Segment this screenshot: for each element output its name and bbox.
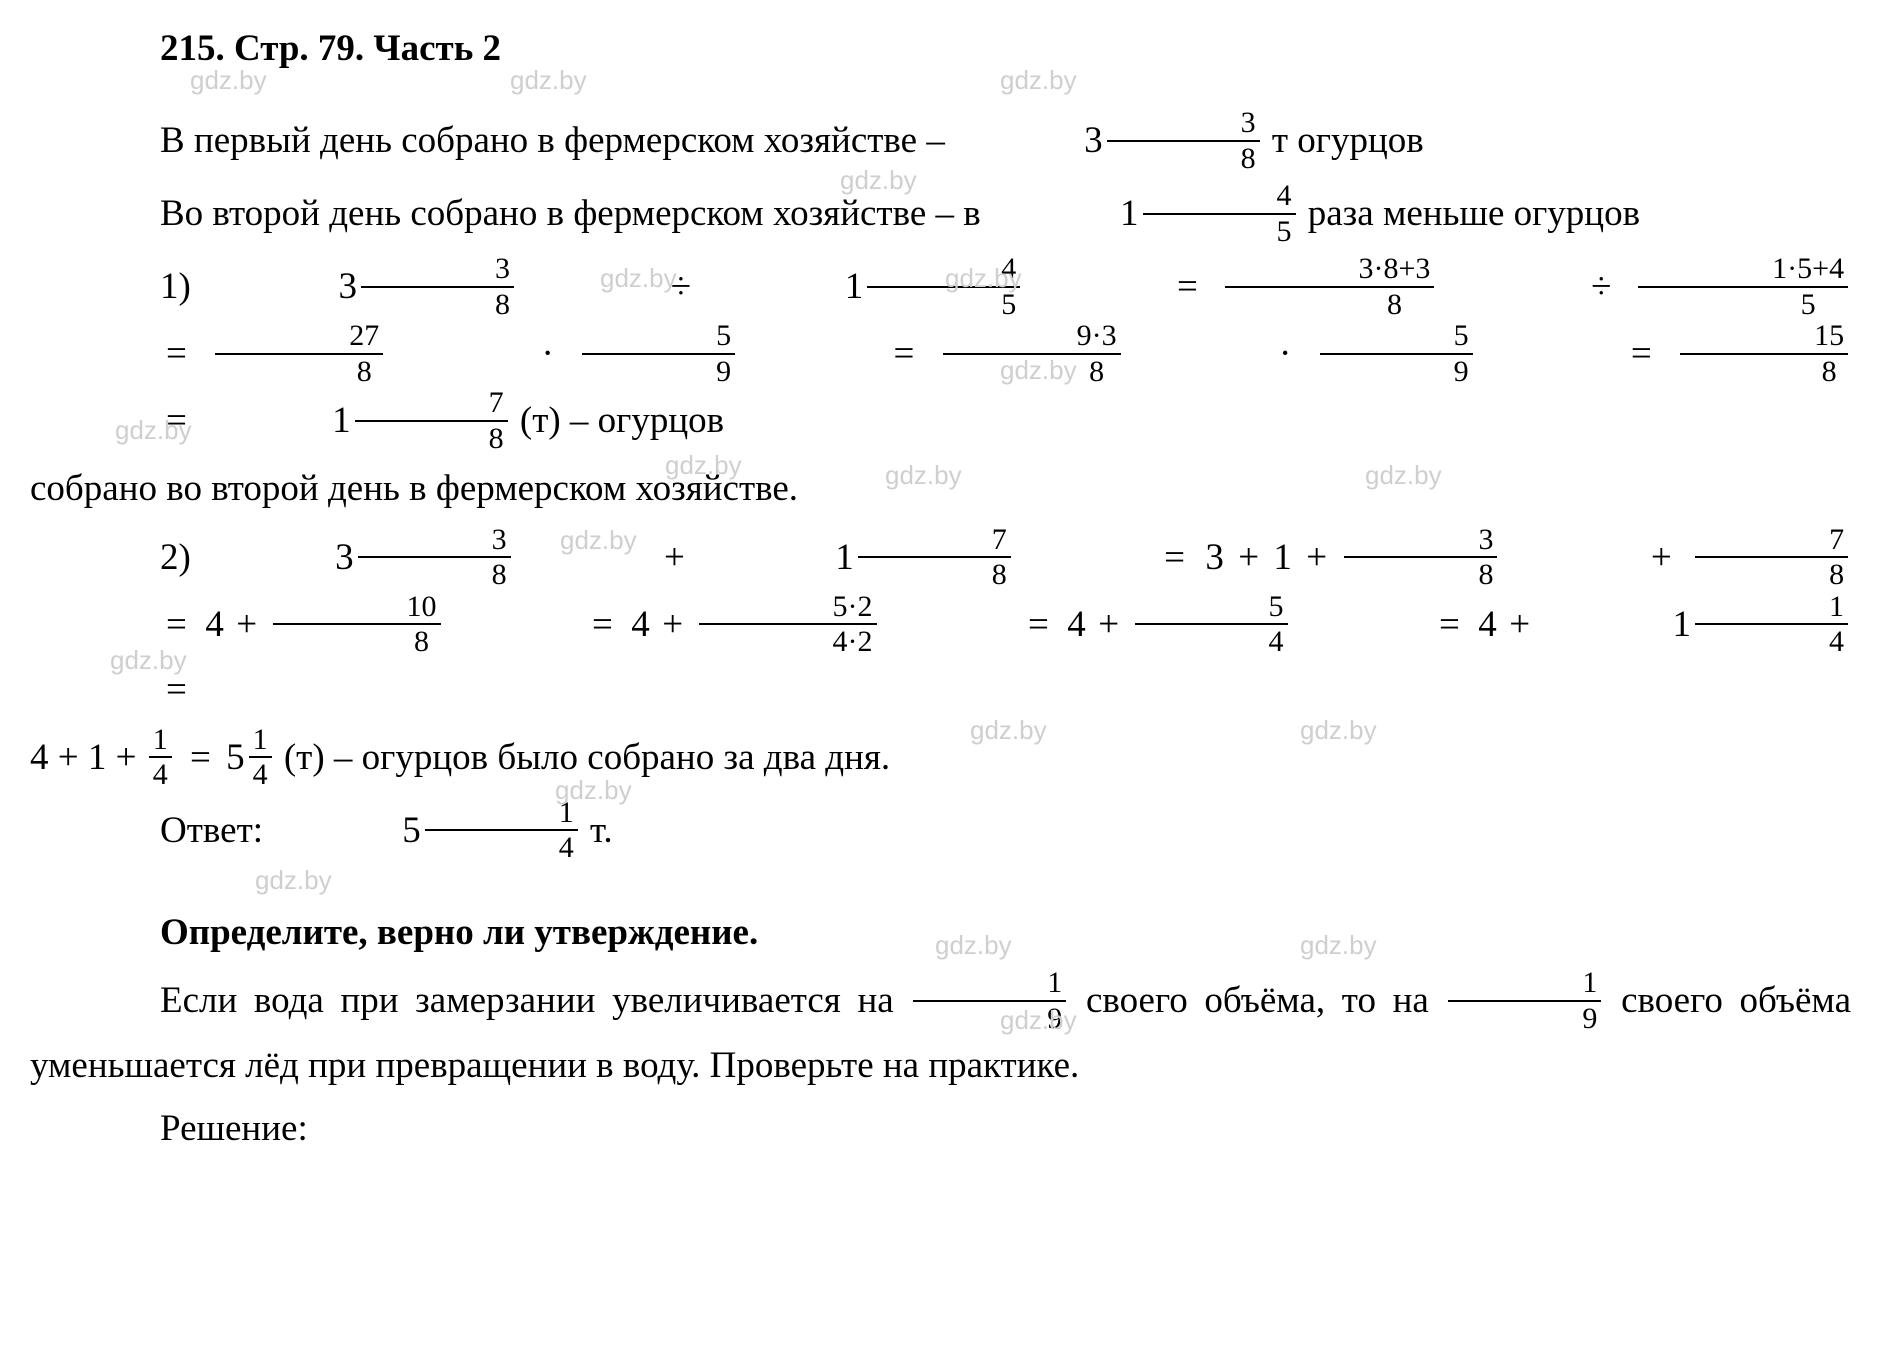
mixed-int: 3: [954, 112, 1103, 169]
step-1: 1) 338 ÷ 145 = 3·8+38 ÷ 1·5+45 = 278 · 5…: [30, 253, 1851, 454]
fraction: 108: [273, 591, 441, 658]
fraction: 54: [1135, 591, 1288, 658]
fraction: 78: [858, 524, 1011, 591]
page: gdz.by gdz.by gdz.by gdz.by gdz.by gdz.b…: [0, 0, 1881, 1204]
fraction: 45: [1143, 180, 1296, 247]
step-label: 1): [160, 266, 209, 307]
paragraph-question: Если вода при замерзании увеличивается н…: [30, 967, 1851, 1094]
mixed-int: 3: [209, 258, 358, 315]
fraction: 158: [1680, 320, 1848, 387]
step-2: 2) 338 + 178 = 3 + 1 + 38 + 78 = 4 + 108…: [30, 524, 1851, 718]
fraction: 14: [425, 797, 578, 864]
text: (т) – огурцов: [520, 400, 724, 441]
equals: =: [36, 325, 187, 382]
fraction: 14: [149, 724, 172, 791]
fraction: 38: [1107, 107, 1260, 174]
mixed-int: 5: [272, 802, 421, 859]
text: 4 +: [1067, 604, 1131, 645]
fraction: 59: [1320, 320, 1473, 387]
fraction: 19: [1448, 967, 1601, 1034]
operator-plus: +: [1521, 529, 1672, 586]
text: т огурцов: [1263, 120, 1424, 161]
sub-heading: Определите, верно ли утверждение.: [30, 904, 1851, 961]
fraction: 59: [582, 320, 735, 387]
mixed-int: 1: [202, 392, 351, 449]
equals: =: [36, 661, 187, 718]
text: своего объёма, то на: [1086, 980, 1445, 1021]
answer-label: Ответ:: [160, 810, 272, 851]
answer: Ответ: 514 т.: [30, 797, 1851, 864]
operator-dot: ·: [412, 325, 554, 382]
equals: =: [763, 325, 914, 382]
mixed-int: 1: [705, 529, 854, 586]
operator-plus: +: [534, 529, 685, 586]
fraction: 1·5+45: [1638, 253, 1848, 320]
step-2-line2: 4 + 1 + 14 = 514 (т) – огурцов было собр…: [30, 724, 1851, 791]
equals: =: [1047, 258, 1198, 315]
fraction: 38: [1344, 524, 1497, 591]
text: т.: [590, 810, 613, 851]
paragraph-day1: В первый день собрано в фермерском хозяй…: [30, 107, 1851, 174]
fraction: 38: [361, 253, 514, 320]
watermark: gdz.by: [255, 860, 332, 900]
equals: =: [36, 392, 187, 449]
mixed-int: 5: [226, 729, 245, 786]
equals: =: [1501, 325, 1652, 382]
equals: =: [898, 596, 1049, 653]
fraction: 14: [1695, 591, 1848, 658]
equals: =: [190, 729, 211, 786]
fraction: 78: [1695, 524, 1848, 591]
text: 4 +: [631, 604, 695, 645]
fraction: 38: [358, 524, 511, 591]
text: 4 +: [205, 604, 269, 645]
fraction: 19: [913, 967, 1066, 1034]
operator-divide: ÷: [1461, 258, 1611, 315]
text: 4 + 1 +: [30, 737, 146, 778]
fraction: 14: [249, 724, 272, 791]
text: 3 + 1 +: [1205, 537, 1341, 578]
step-label: 2): [160, 537, 205, 578]
fraction: 9·38: [943, 320, 1121, 387]
equals: =: [1309, 596, 1460, 653]
fraction: 278: [215, 320, 383, 387]
mixed-int: 1: [990, 185, 1139, 242]
paragraph-day2: Во второй день собрано в фермерском хозя…: [30, 180, 1851, 247]
operator-divide: ÷: [541, 258, 691, 315]
text: Если вода при замерзании увеличивается н…: [160, 980, 910, 1021]
text: Во второй день собрано в фермерском хозя…: [160, 193, 990, 234]
equals: =: [1034, 529, 1185, 586]
mixed-int: 3: [205, 529, 354, 586]
mixed-int: 1: [1543, 596, 1692, 653]
solution-label: Решение:: [30, 1100, 1851, 1157]
fraction: 78: [355, 387, 508, 454]
fraction: 3·8+38: [1225, 253, 1435, 320]
text: 4 +: [1478, 604, 1542, 645]
mixed-int: 1: [715, 258, 864, 315]
text: В первый день собрано в фермерском хозяй…: [160, 120, 954, 161]
fraction: 45: [867, 253, 1020, 320]
equals: =: [36, 596, 187, 653]
equals: =: [462, 596, 613, 653]
fraction: 5·24·2: [699, 591, 877, 658]
step-1-cont: собрано во второй день в фермерском хозя…: [30, 460, 1851, 517]
text: (т) – огурцов было собрано за два дня.: [284, 737, 890, 778]
exercise-heading: 215. Стр. 79. Часть 2: [160, 20, 1851, 77]
text: раза меньше огурцов: [1299, 193, 1641, 234]
operator-dot: ·: [1149, 325, 1291, 382]
